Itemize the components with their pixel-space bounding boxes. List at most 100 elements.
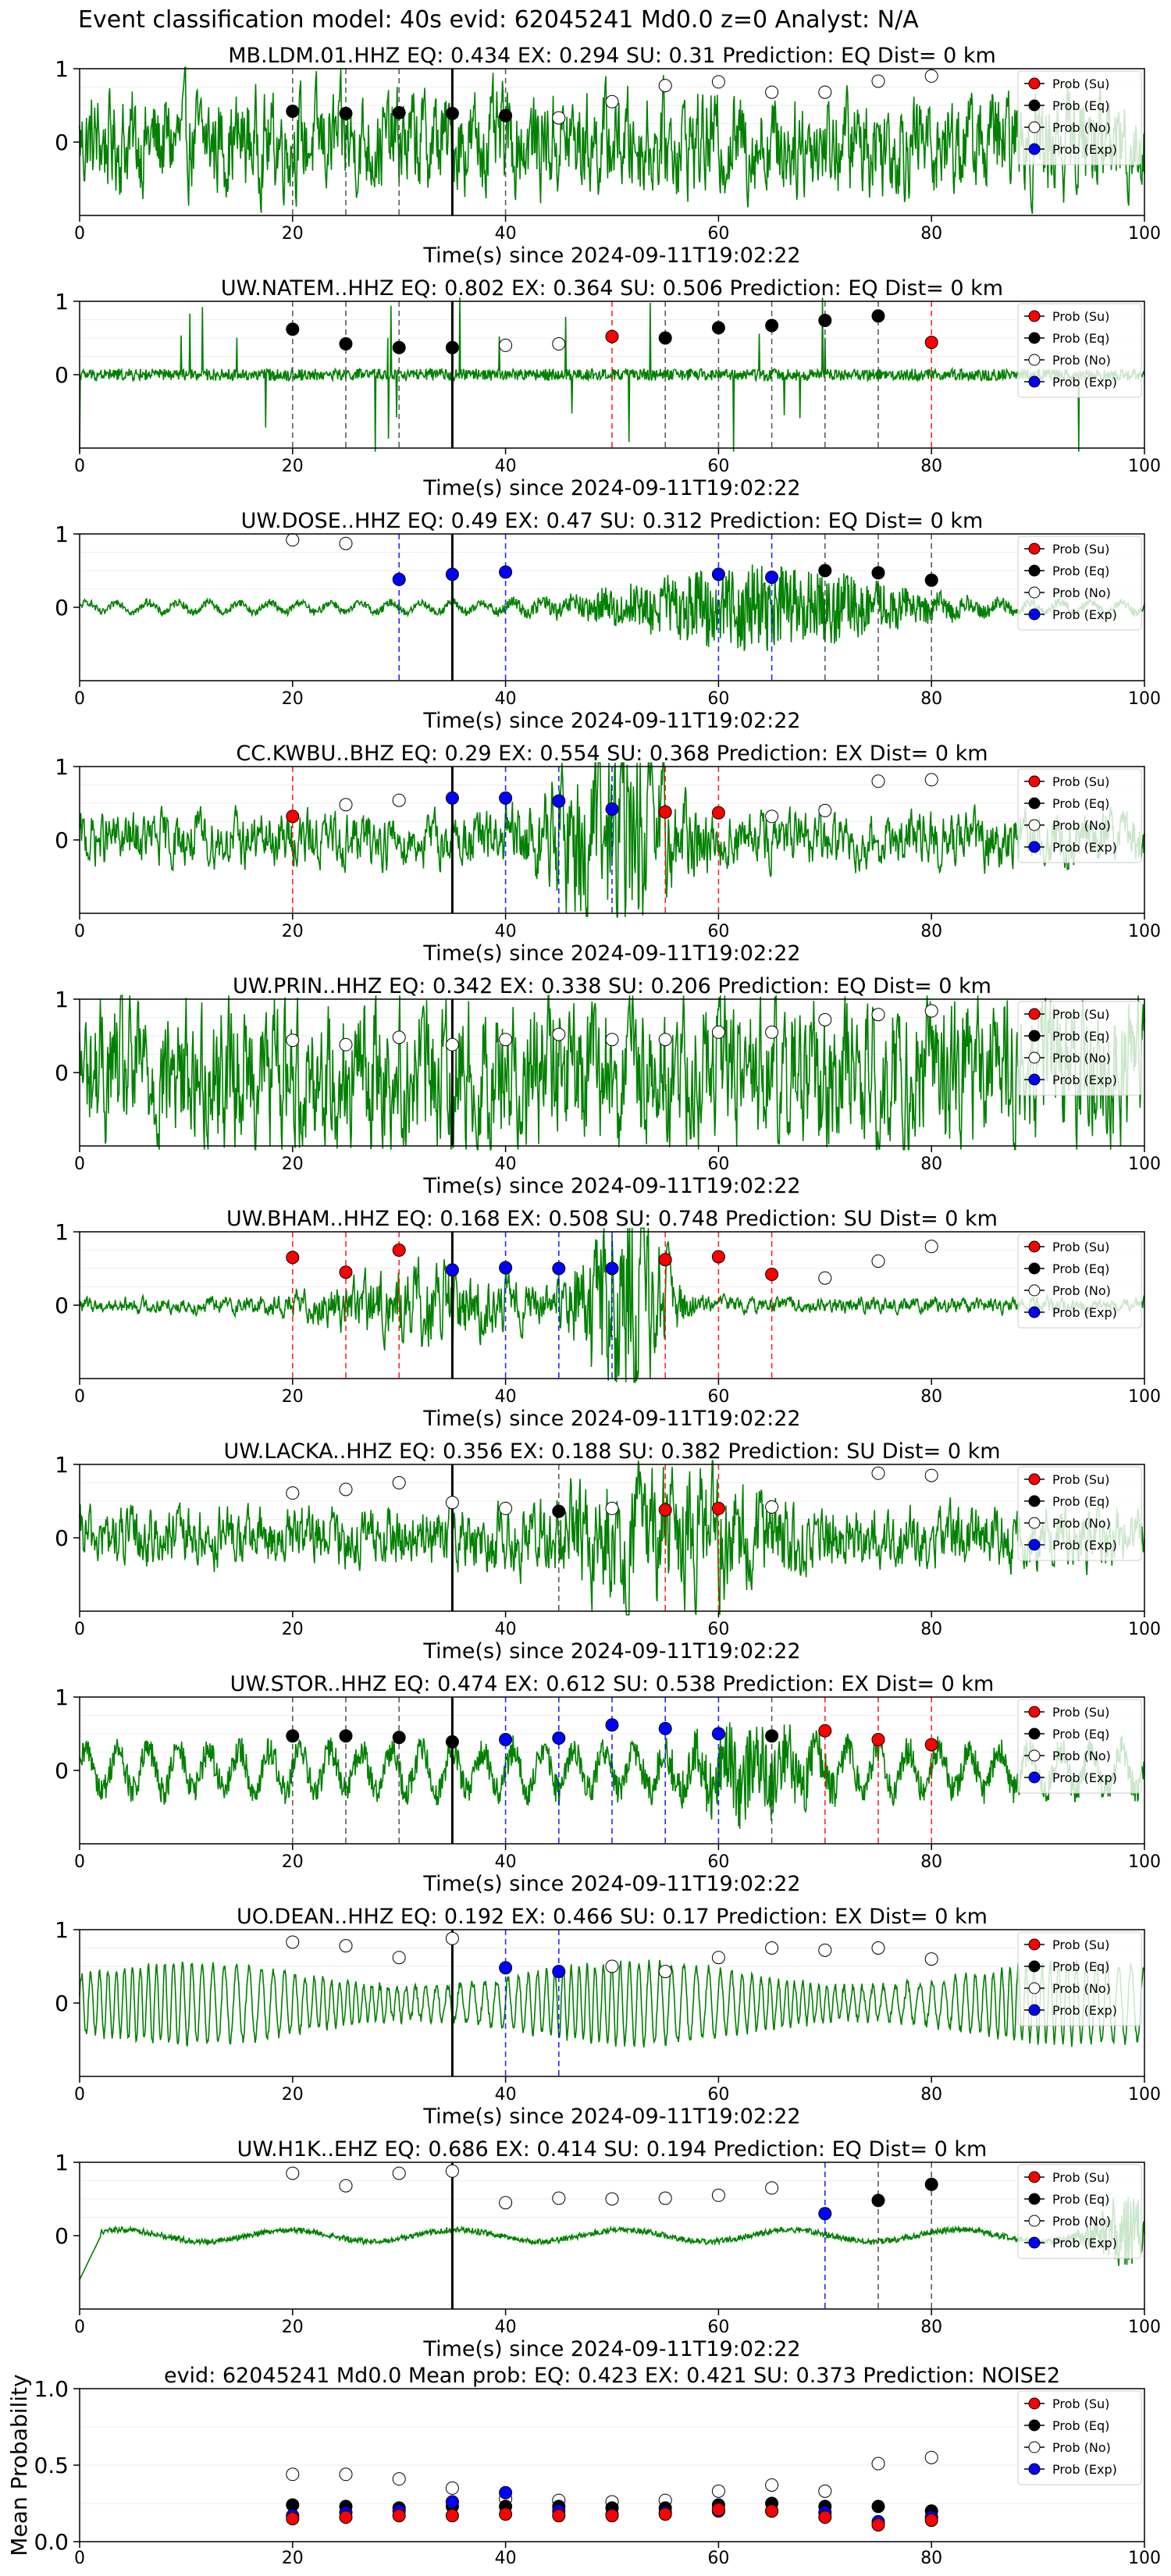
y-tick-label: 0 bbox=[55, 130, 69, 155]
x-tick-label: 0 bbox=[74, 224, 85, 244]
prob-point-no bbox=[818, 803, 832, 817]
mean-point-su bbox=[871, 2517, 885, 2532]
prob-point-no bbox=[392, 1030, 406, 1044]
station-panel: UW.H1K..EHZ EQ: 0.686 EX: 0.414 SU: 0.19… bbox=[55, 2137, 1161, 2361]
legend-label-exp: Prob (Exp) bbox=[1052, 607, 1117, 622]
legend-label-su: Prob (Su) bbox=[1052, 542, 1109, 557]
x-tick-label: 0 bbox=[74, 922, 85, 941]
legend-marker-no bbox=[1028, 586, 1041, 599]
legend: Prob (Su) Prob (Eq) Prob (No) Prob (Exp) bbox=[1017, 1233, 1142, 1329]
legend-marker-eq bbox=[1028, 1262, 1041, 1275]
x-tick-label: 100 bbox=[1128, 2085, 1161, 2105]
legend-label-exp: Prob (Exp) bbox=[1052, 142, 1117, 157]
mean-point-no bbox=[445, 2481, 459, 2495]
x-tick-label: 40 bbox=[495, 2318, 517, 2337]
x-tick-label: 40 bbox=[495, 1852, 517, 1872]
legend-label-exp: Prob (Exp) bbox=[1052, 2003, 1117, 2018]
station-panel: CC.KWBU..BHZ EQ: 0.29 EX: 0.554 SU: 0.36… bbox=[55, 742, 1161, 966]
x-tick-label: 80 bbox=[920, 457, 942, 476]
x-tick-label: 80 bbox=[920, 1852, 942, 1872]
y-tick-label: 1 bbox=[55, 56, 69, 82]
prob-point-no bbox=[445, 1496, 459, 1510]
mean-point-no bbox=[339, 2467, 353, 2482]
y-tick-label: 0 bbox=[55, 1293, 69, 1318]
station-panel: MB.LDM.01.HHZ EQ: 0.434 EX: 0.294 SU: 0.… bbox=[55, 44, 1161, 268]
figure-title: Event classification model: 40s evid: 62… bbox=[78, 6, 919, 34]
y-tick-label: 1 bbox=[55, 1452, 69, 1478]
prob-point-no bbox=[711, 75, 725, 89]
legend-label-no: Prob (No) bbox=[1052, 585, 1111, 600]
legend-label-no: Prob (No) bbox=[1052, 1283, 1111, 1298]
x-tick-label: 60 bbox=[707, 2549, 729, 2568]
x-tick-label: 20 bbox=[282, 1852, 304, 1872]
panel-title: UW.H1K..EHZ EQ: 0.686 EX: 0.414 SU: 0.19… bbox=[237, 2137, 988, 2161]
legend-marker-no bbox=[1028, 354, 1041, 366]
prob-point-exp bbox=[658, 1721, 672, 1735]
prob-point-no bbox=[339, 536, 353, 550]
prob-point-no bbox=[445, 2164, 459, 2178]
legend-marker-no bbox=[1028, 1749, 1041, 1762]
legend-frame bbox=[1017, 768, 1142, 863]
legend-marker-eq bbox=[1028, 2193, 1041, 2205]
prob-point-su bbox=[605, 329, 619, 343]
mean-point-su bbox=[818, 2510, 832, 2524]
x-tick-label: 100 bbox=[1128, 1155, 1161, 1174]
prob-point-eq bbox=[286, 105, 300, 119]
x-tick-label: 80 bbox=[920, 2549, 942, 2568]
prob-point-su bbox=[339, 1265, 353, 1279]
legend-frame bbox=[1017, 2164, 1142, 2259]
legend-label-no: Prob (No) bbox=[1052, 2214, 1111, 2229]
legend-marker-eq bbox=[1028, 1727, 1041, 1740]
prob-point-no bbox=[765, 1500, 779, 1514]
prob-point-eq bbox=[499, 109, 513, 123]
legend-marker-eq bbox=[1028, 564, 1041, 577]
legend-label-eq: Prob (Eq) bbox=[1052, 564, 1109, 578]
legend-marker-no bbox=[1028, 2441, 1041, 2453]
x-tick-label: 100 bbox=[1128, 2318, 1161, 2337]
prob-point-no bbox=[924, 1004, 938, 1018]
legend-marker-no bbox=[1028, 1517, 1041, 1529]
legend-marker-eq bbox=[1028, 1960, 1041, 1973]
x-tick-label: 0 bbox=[74, 1620, 85, 1639]
legend: Prob (Su) Prob (Eq) Prob (No) Prob (Exp) bbox=[1017, 1466, 1142, 1561]
legend-marker-no bbox=[1028, 121, 1041, 133]
x-axis-label: Time(s) since 2024-09-11T19:02:22 bbox=[422, 1407, 800, 1431]
mean-point-su bbox=[765, 2504, 779, 2518]
prob-point-eq bbox=[924, 2177, 938, 2191]
x-axis-label: Time(s) since 2024-09-11T19:02:22 bbox=[422, 2337, 800, 2361]
legend-marker-no bbox=[1028, 1284, 1041, 1297]
prob-point-exp bbox=[552, 794, 566, 808]
legend-label-su: Prob (Su) bbox=[1052, 309, 1109, 324]
prob-point-no bbox=[605, 1501, 619, 1515]
x-tick-label: 0 bbox=[74, 2318, 85, 2337]
prob-point-no bbox=[286, 2166, 300, 2180]
x-tick-label: 80 bbox=[920, 2318, 942, 2337]
x-tick-label: 40 bbox=[495, 457, 517, 476]
mean-point-exp bbox=[499, 2485, 513, 2500]
x-tick-label: 0 bbox=[74, 1155, 85, 1174]
prob-point-exp bbox=[605, 1261, 619, 1276]
legend-marker-exp bbox=[1028, 1539, 1041, 1551]
prob-point-no bbox=[711, 2188, 725, 2202]
prob-point-su bbox=[711, 1250, 725, 1264]
x-tick-label: 0 bbox=[74, 2085, 85, 2105]
prob-point-su bbox=[392, 1244, 406, 1257]
mean-point-no bbox=[765, 2478, 779, 2492]
prob-point-no bbox=[445, 1931, 459, 1945]
mean-point-su bbox=[711, 2503, 725, 2517]
prob-point-eq bbox=[711, 321, 725, 335]
legend-marker-su bbox=[1028, 1473, 1041, 1485]
prob-point-eq bbox=[392, 1731, 406, 1745]
legend-marker-exp bbox=[1028, 143, 1041, 155]
legend-frame bbox=[1017, 70, 1142, 165]
prob-point-eq bbox=[924, 573, 938, 587]
prob-point-exp bbox=[711, 1727, 725, 1741]
legend-label-su: Prob (Su) bbox=[1052, 774, 1109, 789]
x-tick-label: 20 bbox=[282, 2085, 304, 2105]
prob-point-no bbox=[605, 2192, 619, 2206]
prob-point-no bbox=[286, 533, 300, 547]
mean-point-su bbox=[605, 2509, 619, 2523]
y-tick-label: 1 bbox=[55, 1917, 69, 1943]
legend-label-no: Prob (No) bbox=[1052, 120, 1111, 135]
mean-point-no bbox=[711, 2484, 725, 2498]
